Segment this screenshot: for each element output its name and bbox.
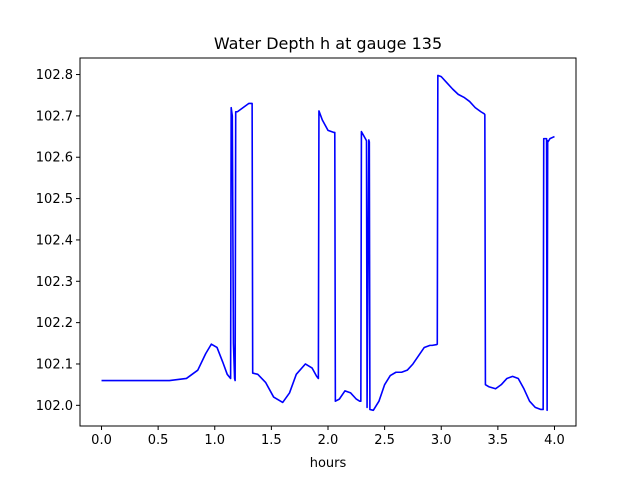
x-tick-label: 3.0	[431, 433, 452, 448]
y-tick-label: 102.5	[36, 192, 73, 207]
x-tick-label: 4.0	[544, 433, 565, 448]
y-tick-label: 102.0	[36, 399, 73, 414]
y-tick-label: 102.6	[36, 151, 73, 166]
chart-title: Water Depth h at gauge 135	[214, 34, 442, 53]
y-tick-label: 102.8	[36, 68, 73, 83]
x-tick-label: 1.5	[261, 433, 282, 448]
y-axis-ticks: 102.0 102.1 102.2 102.3 102.4 102.5 102.6 102.7…	[36, 68, 80, 414]
y-tick-label: 102.7	[36, 109, 73, 124]
x-tick-label: 0.5	[148, 433, 169, 448]
x-tick-label: 2.0	[318, 433, 339, 448]
y-tick-label: 102.2	[36, 316, 73, 331]
y-tick-label: 102.1	[36, 357, 73, 372]
y-tick-label: 102.4	[36, 233, 73, 248]
y-tick-label: 102.3	[36, 275, 73, 290]
series-layer	[101, 74, 555, 412]
x-tick-label: 1.0	[204, 433, 225, 448]
x-tick-label: 2.5	[374, 433, 395, 448]
x-tick-label: 3.5	[488, 433, 509, 448]
series-line	[101, 74, 555, 412]
x-axis-ticks: 0.0 0.5 1.0 1.5 2.0 2.5 3.0 3.5 4.0	[91, 426, 565, 448]
x-axis-label: hours	[310, 456, 347, 471]
x-tick-label: 0.0	[91, 433, 112, 448]
